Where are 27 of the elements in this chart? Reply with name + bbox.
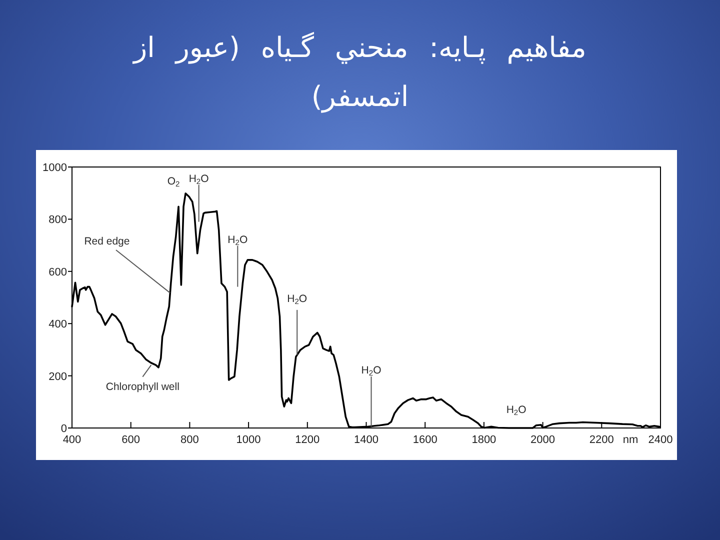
x-tick-label: 600: [122, 434, 140, 446]
annotation: O$_{2}$: [167, 176, 180, 188]
y-tick-label: 200: [48, 370, 67, 383]
annotation: Red edge: [84, 235, 130, 248]
x-tick-label: 800: [180, 434, 199, 446]
annotation: Chlorophyll well: [106, 381, 180, 394]
annotation: H$_{2}$O: [506, 404, 526, 417]
x-tick-label: 1800: [472, 434, 496, 446]
x-tick-label: 2000: [530, 434, 556, 446]
x-tick-label: 1400: [354, 434, 378, 446]
x-tick-label: 1200: [295, 434, 320, 446]
x-tick-label: 2400: [648, 434, 673, 446]
y-tick-label: 0: [60, 423, 67, 435]
x-tick-label: 400: [62, 434, 82, 446]
y-tick-label: 600: [48, 266, 67, 278]
chart-title: مفاهيم پـايه: منحني گـياه (عبور از اتمسفر): [132, 30, 588, 115]
y-tick-label: 800: [48, 214, 67, 226]
x-axis-title: nm: [622, 434, 638, 446]
x-tick-label: 1000: [236, 434, 261, 446]
y-tick-label: 400: [48, 318, 67, 331]
annotation: H$_{2}$O: [188, 172, 209, 186]
x-tick-label: 1600: [412, 434, 438, 446]
annotation: H$_{2}$O: [361, 364, 382, 378]
annotation: H$_{2}$O: [287, 292, 308, 306]
y-tick-label: 1000: [42, 162, 67, 174]
annotation: H$_{2}$O: [228, 234, 248, 247]
x-tick-label: 2200: [589, 434, 614, 446]
